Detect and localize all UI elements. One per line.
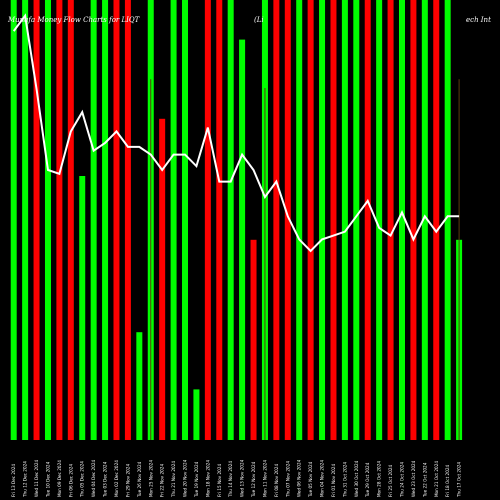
x-tick-label-37: Mon 21 Oct 2024	[434, 461, 439, 497]
chart-title: Munafa Money Flow Charts for LIQT	[7, 16, 141, 24]
bar-37	[433, 0, 440, 440]
bar-28	[330, 0, 337, 440]
x-tick-label-1: Thu 12 Dec 2024	[23, 461, 28, 498]
bar-25	[296, 0, 303, 440]
bar-4	[56, 0, 63, 440]
x-tick-label-8: Tue 03 Dec 2024	[103, 461, 108, 498]
bar-38	[444, 0, 451, 440]
bars-layer	[10, 0, 463, 441]
bar-2	[33, 0, 40, 440]
bar-11	[136, 332, 143, 440]
x-tick-label-7: Wed 04 Dec 2024	[91, 459, 96, 497]
x-tick-label-23: Fri 08 Nov 2024	[274, 464, 279, 497]
x-tick-label-11: Tue 26 Nov 2024	[137, 461, 142, 498]
bar-14	[170, 0, 177, 440]
x-tick-label-32: Mon 28 Oct 2024	[377, 461, 382, 497]
bar-19	[227, 0, 234, 440]
bar-27	[319, 0, 326, 440]
x-tick-label-19: Thu 14 Nov 2024	[228, 461, 233, 498]
bar-7	[90, 0, 97, 440]
bar-34	[398, 0, 405, 440]
x-tick-labels: Fri 13 Dec 2024 Thu 12 Dec 2024 Wed 11 Dec…	[11, 459, 461, 498]
bar-35	[410, 0, 417, 440]
x-tick-label-17: Mon 18 Nov 2024	[205, 460, 210, 497]
x-tick-label-6: Thu 05 Dec 2024	[80, 461, 85, 498]
thin-lines-layer	[150, 79, 460, 440]
thin-line-0	[150, 79, 152, 440]
bar-30	[353, 0, 360, 440]
bar-18	[216, 0, 223, 440]
x-tick-label-36: Tue 22 Oct 2024	[422, 462, 427, 498]
x-tick-label-30: Wed 30 Oct 2024	[354, 460, 359, 497]
x-tick-label-16: Tue 19 Nov 2024	[194, 461, 199, 498]
bar-15	[182, 0, 189, 440]
bar-17	[204, 0, 211, 440]
x-tick-label-35: Wed 23 Oct 2024	[411, 460, 416, 497]
x-tick-label-38: Fri 18 Oct 2024	[445, 464, 450, 497]
x-tick-label-33: Fri 25 Oct 2024	[388, 464, 393, 497]
thin-line-1	[264, 88, 266, 440]
x-tick-label-10: Fri 29 Nov 2024	[125, 464, 130, 497]
x-tick-label-13: Fri 22 Nov 2024	[160, 464, 165, 497]
chart-title-right: (Li	[254, 16, 264, 24]
bar-3	[44, 0, 51, 440]
bar-6	[79, 176, 86, 440]
thin-line-2	[458, 79, 460, 440]
x-tick-label-20: Wed 13 Nov 2024	[240, 459, 245, 497]
x-tick-label-39: Thu 17 Oct 2024	[457, 462, 462, 498]
x-tick-label-4: Mon 09 Dec 2024	[57, 460, 62, 497]
x-tick-label-9: Mon 02 Dec 2024	[114, 460, 119, 497]
bar-23	[273, 0, 280, 440]
bar-20	[239, 39, 246, 440]
bar-13	[159, 118, 166, 441]
bar-0	[10, 0, 17, 440]
chart-title-far-right: ech Int	[466, 16, 491, 24]
bar-32	[376, 0, 383, 440]
x-tick-label-0: Fri 13 Dec 2024	[11, 464, 16, 497]
bar-16	[193, 389, 200, 440]
x-tick-label-18: Fri 15 Nov 2024	[217, 464, 222, 497]
bar-24	[284, 0, 291, 440]
x-tick-label-21: Tue 12 Nov 2024	[251, 461, 256, 498]
bar-33	[387, 0, 394, 440]
bar-9	[113, 0, 120, 440]
x-tick-label-31: Tue 29 Oct 2024	[365, 462, 370, 498]
bar-1	[22, 0, 29, 440]
bar-31	[364, 0, 371, 440]
x-tick-label-15: Wed 20 Nov 2024	[183, 459, 188, 497]
x-tick-label-34: Thu 24 Oct 2024	[399, 462, 404, 498]
bar-10	[124, 0, 131, 440]
x-tick-label-3: Tue 10 Dec 2024	[45, 461, 50, 498]
x-tick-label-2: Wed 11 Dec 2024	[34, 459, 39, 497]
bar-26	[307, 0, 314, 440]
x-tick-label-29: Thu 31 Oct 2024	[342, 462, 347, 498]
money-flow-line	[12, 13, 460, 253]
x-tick-label-27: Mon 04 Nov 2024	[320, 460, 325, 497]
x-tick-label-26: Tue 05 Nov 2024	[308, 461, 313, 498]
x-tick-label-12: Mon 25 Nov 2024	[148, 460, 153, 497]
bar-29	[341, 0, 348, 440]
x-tick-label-14: Thu 21 Nov 2024	[171, 461, 176, 498]
bar-21	[250, 239, 257, 440]
x-tick-label-28: Fri 01 Nov 2024	[331, 464, 336, 497]
bar-36	[421, 0, 428, 440]
x-tick-label-25: Wed 06 Nov 2024	[297, 459, 302, 497]
x-tick-label-22: Mon 11 Nov 2024	[262, 460, 267, 497]
bar-5	[67, 0, 74, 440]
bar-8	[102, 0, 109, 440]
x-tick-label-24: Thu 07 Nov 2024	[285, 461, 290, 498]
x-tick-label-5: Fri 06 Dec 2024	[68, 464, 73, 497]
